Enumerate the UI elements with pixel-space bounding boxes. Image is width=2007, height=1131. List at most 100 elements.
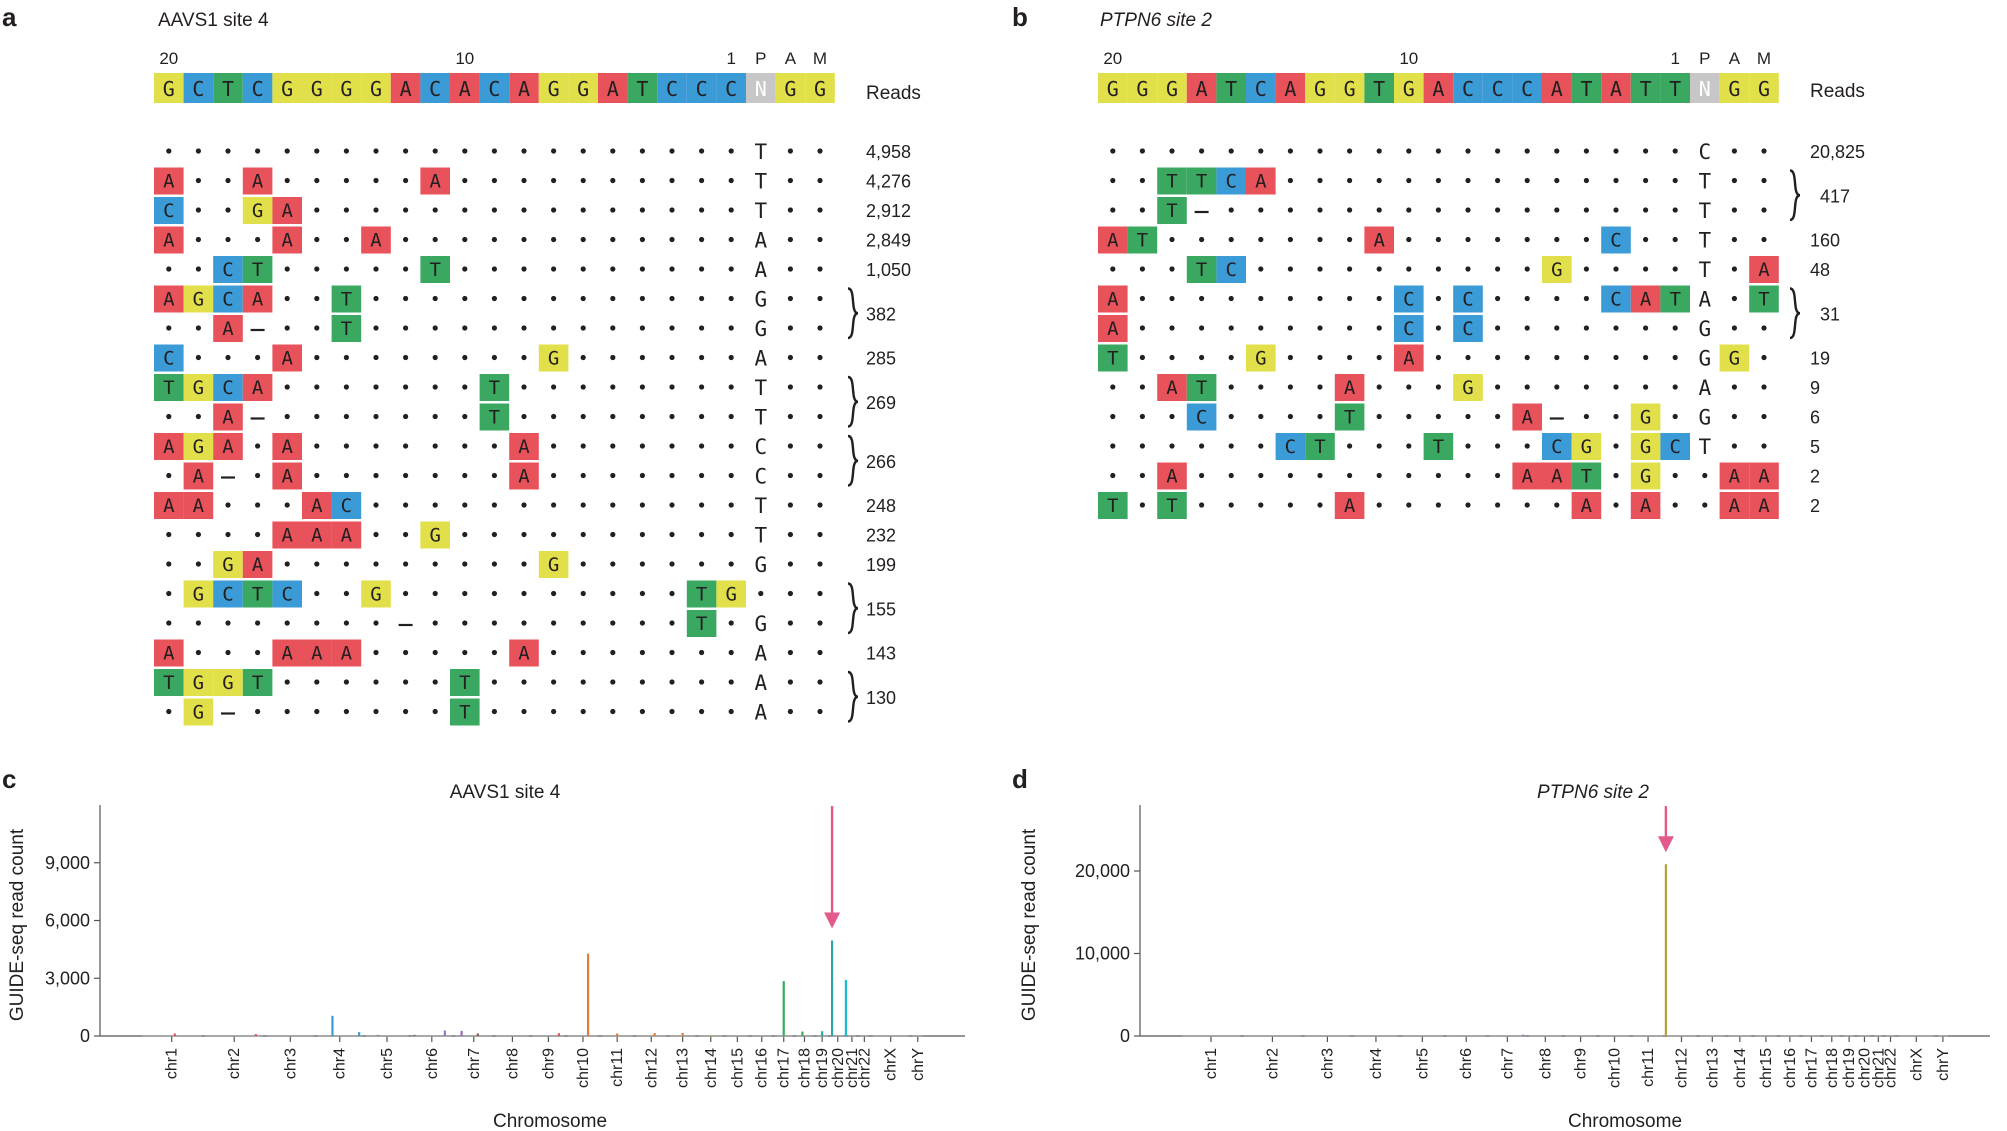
ref-base-letter: C — [696, 77, 708, 101]
match-dot — [343, 443, 349, 449]
match-dot — [1139, 502, 1145, 508]
match-dot — [639, 620, 646, 626]
match-dot — [1435, 266, 1441, 272]
match-dot — [373, 472, 379, 479]
ref-base-box — [242, 73, 273, 103]
match-dot — [669, 177, 675, 184]
match-dot — [1761, 177, 1767, 184]
mismatch-letter: A — [281, 348, 293, 370]
group-read-count: 269 — [866, 393, 896, 413]
group-read-count: 266 — [866, 452, 896, 472]
x-tick-label: chrY — [910, 1048, 927, 1081]
read-count: 2 — [1810, 467, 1820, 487]
pam-base: T — [1698, 435, 1711, 459]
match-dot — [1139, 472, 1145, 479]
alignment-row: C — [1110, 140, 1767, 164]
ref-base-letter: A — [1551, 77, 1563, 101]
mismatch-letter: A — [518, 643, 530, 665]
match-dot — [580, 177, 586, 184]
mismatch-box — [213, 374, 243, 401]
x-tick-label: chr3 — [1319, 1048, 1336, 1079]
match-dot — [551, 472, 557, 479]
mismatch-box — [1275, 433, 1306, 460]
match-dot — [1731, 266, 1737, 272]
match-dot — [1317, 384, 1323, 390]
pam-base: T — [754, 376, 767, 400]
group-brace — [847, 582, 859, 635]
match-dot — [1554, 502, 1560, 508]
ref-base-box — [686, 73, 717, 103]
match-dot — [432, 620, 438, 626]
mismatch-box — [1186, 403, 1217, 431]
mismatch-box — [1453, 374, 1483, 401]
match-dot — [284, 561, 290, 567]
match-dot — [343, 384, 349, 390]
match-dot — [1495, 236, 1501, 243]
ref-base-C: C — [716, 73, 746, 103]
match-dot — [669, 590, 675, 597]
mismatch-box — [154, 669, 184, 696]
x-tick-label: chr4 — [1368, 1048, 1385, 1079]
match-dot — [284, 413, 290, 420]
match-dot — [521, 266, 527, 272]
match-dot — [343, 472, 349, 479]
match-dot — [1435, 413, 1441, 420]
match-dot — [373, 295, 379, 302]
mismatch-letter: A — [193, 495, 205, 517]
ref-base-letter: C — [488, 77, 500, 101]
match-dot — [343, 708, 349, 715]
match-dot — [521, 354, 527, 361]
match-dot — [373, 177, 379, 184]
mismatch-letter: A — [311, 643, 323, 665]
ref-base-box — [1630, 73, 1661, 103]
x-tick-label: chr17 — [776, 1048, 793, 1088]
match-dot — [610, 590, 616, 597]
mismatch-box — [1394, 344, 1424, 372]
match-dot — [1169, 354, 1175, 361]
match-dot — [699, 443, 705, 449]
mismatch-box — [1334, 403, 1365, 431]
mismatch-letter: G — [548, 348, 559, 370]
pam-base: G — [754, 612, 767, 636]
match-dot — [195, 325, 201, 331]
match-dot — [1139, 443, 1145, 449]
x-tick-label: chr21 — [1870, 1048, 1887, 1088]
x-tick-label: chr11 — [1640, 1048, 1657, 1087]
match-dot — [699, 561, 705, 567]
ref-base-letter: T — [636, 77, 648, 101]
match-dot — [817, 472, 823, 479]
mismatch-letter: A — [281, 436, 293, 458]
match-dot — [521, 413, 527, 420]
match-dot — [1435, 502, 1441, 508]
match-dot — [462, 649, 468, 656]
mismatch-box — [331, 285, 362, 313]
mismatch-letter: A — [341, 525, 353, 547]
mismatch-letter: C — [1225, 259, 1236, 281]
mismatch-letter: T — [1166, 200, 1177, 222]
mismatch-letter: C — [222, 377, 233, 399]
reads-header: Reads — [866, 83, 921, 104]
match-dot — [1258, 502, 1264, 508]
match-dot — [195, 236, 201, 243]
ref-base-G: G — [1098, 73, 1128, 103]
match-dot — [817, 708, 823, 715]
mismatch-box — [154, 433, 184, 460]
match-dot — [521, 502, 527, 508]
match-dot — [225, 148, 231, 154]
mismatch-letter: T — [252, 672, 263, 694]
match-dot — [728, 531, 734, 538]
match-dot — [521, 384, 527, 390]
mismatch-box — [242, 551, 273, 578]
ref-base-letter: G — [784, 77, 796, 101]
match-dot — [817, 177, 823, 184]
match-dot — [1169, 148, 1175, 154]
match-dot — [1731, 207, 1737, 213]
match-dot — [284, 148, 290, 154]
match-dot — [1376, 207, 1382, 213]
pam-base: G — [754, 553, 767, 577]
mismatch-box — [272, 344, 302, 372]
match-dot — [373, 354, 379, 361]
match-dot — [1287, 472, 1293, 479]
